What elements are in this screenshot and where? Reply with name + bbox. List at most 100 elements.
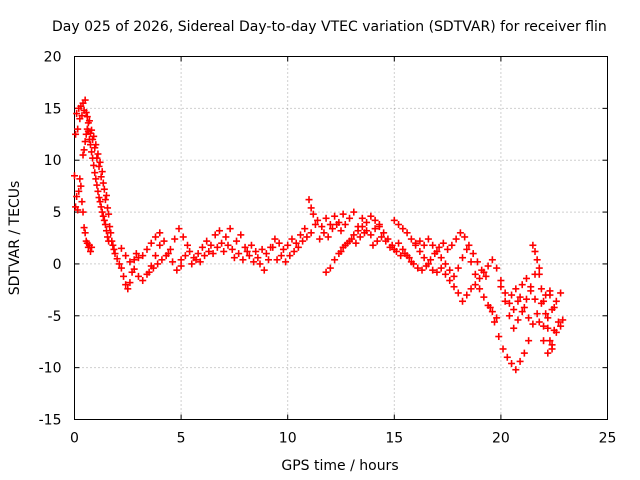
data-point — [433, 268, 441, 276]
data-point — [429, 266, 437, 274]
data-point — [531, 247, 539, 255]
data-point — [218, 239, 226, 247]
data-point — [390, 216, 398, 224]
data-point — [437, 254, 445, 262]
data-point — [416, 247, 424, 255]
data-point — [85, 117, 93, 125]
data-point — [422, 262, 430, 270]
data-point — [493, 264, 501, 272]
data-point — [326, 264, 334, 272]
y-axis-label: SDTVAR / TECUs — [7, 181, 23, 296]
data-point — [74, 206, 82, 214]
data-point — [83, 113, 91, 121]
data-point — [527, 287, 535, 295]
data-point — [412, 239, 420, 247]
data-point — [156, 241, 164, 249]
data-point — [407, 235, 415, 243]
data-point — [230, 254, 238, 262]
data-point — [109, 241, 117, 249]
data-point — [341, 241, 349, 249]
data-point — [444, 245, 452, 253]
y-tick-label: 5 — [53, 205, 62, 221]
data-point — [71, 172, 78, 180]
data-point — [173, 266, 181, 274]
data-point — [418, 266, 426, 274]
data-point — [341, 221, 349, 229]
data-point — [88, 243, 96, 251]
data-point — [544, 324, 552, 332]
data-point — [535, 264, 543, 272]
data-point — [258, 245, 266, 253]
data-point — [271, 235, 279, 243]
data-point — [96, 158, 104, 166]
data-point — [183, 241, 191, 249]
data-point — [409, 260, 417, 268]
data-point — [235, 250, 243, 258]
data-point — [497, 283, 505, 291]
y-tick-label: -15 — [39, 413, 62, 429]
data-point — [382, 237, 390, 245]
data-point — [380, 229, 388, 237]
data-point — [226, 225, 234, 233]
data-point — [520, 303, 528, 311]
data-point — [80, 224, 88, 232]
data-point — [91, 169, 99, 177]
data-point — [117, 264, 125, 272]
data-point — [77, 182, 85, 190]
data-point — [318, 223, 326, 231]
data-point — [505, 299, 513, 307]
data-point — [139, 252, 147, 260]
data-point — [265, 256, 273, 264]
data-point — [177, 256, 185, 264]
data-point — [233, 237, 241, 245]
data-point — [111, 250, 119, 258]
data-point — [337, 247, 345, 255]
data-point — [277, 252, 285, 260]
data-point — [241, 243, 249, 251]
data-point — [105, 237, 113, 245]
data-point — [328, 225, 336, 233]
data-point — [480, 268, 488, 276]
data-point — [386, 243, 394, 251]
gridlines — [74, 56, 608, 420]
data-point — [90, 132, 98, 140]
data-point — [95, 162, 103, 170]
data-point — [102, 191, 110, 199]
data-point — [452, 235, 460, 243]
data-point — [371, 216, 379, 224]
data-point — [557, 322, 565, 330]
data-point — [97, 203, 105, 211]
data-point — [363, 218, 371, 226]
data-point — [486, 303, 494, 311]
data-point — [346, 237, 354, 245]
data-point — [117, 244, 125, 252]
data-point — [369, 241, 377, 249]
chart-title: Day 025 of 2026, Sidereal Day-to-day VTE… — [52, 19, 607, 35]
data-point — [74, 125, 82, 133]
data-point — [105, 210, 113, 218]
data-point — [296, 231, 304, 239]
data-point — [79, 208, 87, 216]
data-point — [333, 221, 341, 229]
data-point — [512, 285, 520, 293]
data-point — [213, 243, 221, 251]
data-point — [322, 268, 330, 276]
data-point — [316, 235, 324, 243]
data-point — [352, 239, 360, 247]
data-point — [110, 245, 118, 253]
data-point — [256, 260, 264, 268]
data-point — [299, 237, 307, 245]
x-axis-label: GPS time / hours — [281, 458, 398, 474]
data-point — [104, 233, 112, 241]
data-point — [548, 341, 556, 349]
data-point — [542, 310, 550, 318]
data-point — [427, 256, 435, 264]
data-point — [93, 181, 101, 189]
data-point — [441, 260, 449, 268]
data-point — [166, 245, 174, 253]
data-point — [476, 285, 484, 293]
data-point — [501, 289, 509, 297]
data-point — [288, 235, 296, 243]
data-point — [97, 173, 105, 181]
data-point — [525, 314, 533, 322]
